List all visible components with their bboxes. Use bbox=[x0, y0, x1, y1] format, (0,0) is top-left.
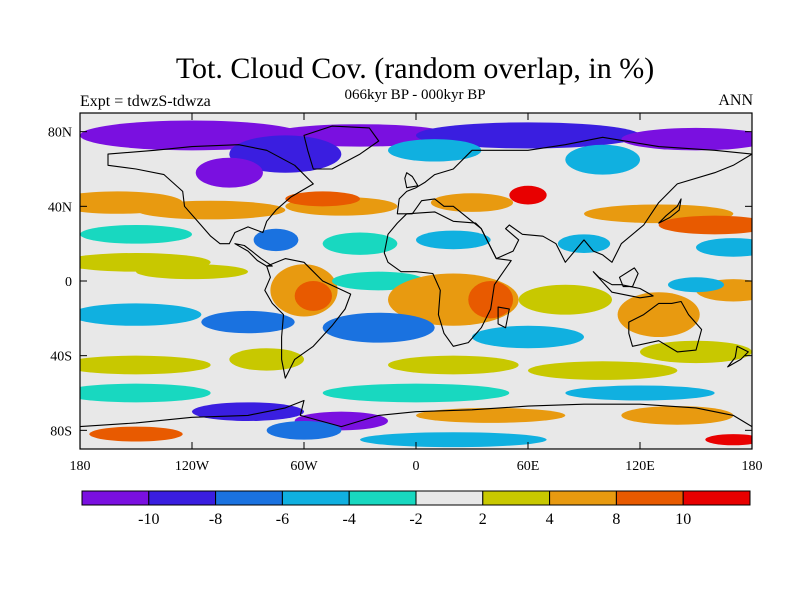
lat-tick-label: 0 bbox=[65, 275, 72, 290]
lat-tick-label: 80N bbox=[48, 126, 72, 141]
anomaly-region bbox=[509, 185, 547, 205]
colorbar-label: -6 bbox=[276, 511, 289, 528]
anomaly-region bbox=[388, 139, 482, 162]
lat-tick-label: 40N bbox=[48, 200, 72, 215]
colorbar-swatch bbox=[148, 490, 217, 506]
colorbar-swatch bbox=[549, 490, 617, 506]
anomaly-region bbox=[360, 432, 547, 448]
anomaly-region bbox=[80, 383, 211, 403]
anomaly-region bbox=[388, 355, 519, 375]
coastline-europe-asia bbox=[396, 136, 752, 263]
anomaly-region bbox=[557, 234, 611, 254]
anomaly-region bbox=[80, 303, 202, 326]
anomaly-region bbox=[322, 383, 510, 403]
colorbar-swatch bbox=[81, 490, 150, 506]
anomaly-region bbox=[621, 127, 752, 151]
anomaly-region bbox=[640, 340, 752, 364]
anomaly-region bbox=[201, 310, 295, 334]
anomaly-region bbox=[285, 191, 360, 207]
anomaly-region bbox=[80, 355, 211, 375]
anomaly-region bbox=[322, 312, 435, 343]
coastline-north-america bbox=[107, 144, 314, 245]
anomaly-region bbox=[617, 292, 700, 337]
colorbar-label: 8 bbox=[612, 511, 620, 528]
anomaly-region bbox=[80, 225, 192, 244]
anomaly-region bbox=[229, 135, 342, 173]
coastline-borneo bbox=[618, 267, 639, 288]
experiment-label: Expt = tdwzS-tdwza bbox=[80, 93, 211, 110]
lon-tick-label: 120E bbox=[625, 459, 655, 474]
colorbar-swatch bbox=[215, 490, 283, 506]
anomaly-region bbox=[294, 281, 333, 311]
colorbar-label: 10 bbox=[675, 511, 691, 528]
anomaly-region bbox=[565, 144, 641, 175]
cloud-anomaly-field bbox=[80, 120, 752, 448]
anomaly-region bbox=[136, 200, 286, 220]
lon-tick-label: 180 bbox=[742, 459, 763, 474]
anomaly-region bbox=[322, 232, 398, 255]
anomaly-region bbox=[621, 406, 734, 425]
continent-outlines bbox=[80, 125, 752, 449]
longitude-axis: 180 120W 60W 0 60E 120E 180 bbox=[70, 113, 763, 474]
lon-tick-label: 180 bbox=[70, 459, 91, 474]
plot-subtitle: 066kyr BP - 000kyr BP bbox=[344, 87, 486, 103]
anomaly-region bbox=[416, 122, 640, 149]
coastline-greenland bbox=[303, 125, 380, 170]
anomaly-region bbox=[668, 277, 724, 293]
lon-tick-label: 0 bbox=[413, 459, 420, 474]
colorbar-swatch bbox=[482, 490, 551, 506]
colorbar-label: -10 bbox=[138, 511, 159, 528]
lat-tick-label: 80S bbox=[50, 424, 72, 439]
anomaly-region bbox=[430, 193, 514, 212]
coastline-japan bbox=[658, 198, 682, 224]
coastline-indonesia bbox=[592, 271, 654, 299]
latitude-axis: 80N 40N 0 40S 80S bbox=[48, 126, 752, 439]
colorbar-swatch bbox=[615, 490, 684, 506]
anomaly-region bbox=[472, 325, 584, 349]
anomaly-region bbox=[253, 228, 299, 252]
coastline-madagascar bbox=[497, 306, 510, 329]
anomaly-region bbox=[192, 402, 304, 421]
lon-tick-label: 60E bbox=[517, 459, 540, 474]
anomaly-region bbox=[136, 264, 248, 280]
coastline-australia bbox=[628, 300, 703, 353]
anomaly-region bbox=[528, 361, 678, 380]
coastline-antarctica bbox=[80, 399, 752, 449]
anomaly-region bbox=[416, 230, 491, 250]
anomaly-region bbox=[416, 407, 566, 423]
colorbar-label: -2 bbox=[409, 511, 422, 528]
anomaly-region bbox=[468, 281, 514, 319]
lon-tick-label: 120W bbox=[175, 459, 210, 474]
plot-title: Tot. Cloud Cov. (random overlap, in %) bbox=[175, 52, 655, 85]
colorbar-label: -8 bbox=[209, 511, 222, 528]
lat-tick-label: 40S bbox=[50, 350, 72, 365]
colorbar-label: 4 bbox=[546, 511, 554, 528]
anomaly-region bbox=[658, 215, 752, 235]
season-label: ANN bbox=[718, 92, 753, 109]
coastline-south-america bbox=[264, 258, 352, 379]
coastline-central-america bbox=[234, 243, 273, 267]
anomaly-region bbox=[266, 421, 342, 440]
anomaly-region bbox=[229, 348, 304, 371]
colorbar-swatch bbox=[348, 490, 417, 506]
lon-tick-label: 60W bbox=[290, 459, 318, 474]
coastline-uk bbox=[404, 172, 419, 189]
colorbar-label: -4 bbox=[343, 511, 356, 528]
anomaly-region bbox=[705, 434, 752, 446]
colorbar-swatch bbox=[682, 490, 751, 506]
anomaly-region bbox=[195, 157, 263, 188]
coastline-africa bbox=[383, 211, 512, 347]
colorbar: -10 -8 -6 -4 -2 2 4 8 10 bbox=[81, 490, 751, 528]
coastline-new-zealand bbox=[727, 345, 749, 368]
anomaly-region bbox=[89, 426, 183, 442]
anomaly-region bbox=[518, 284, 612, 315]
anomaly-region bbox=[565, 385, 715, 401]
colorbar-label: 2 bbox=[479, 511, 487, 528]
colorbar-swatch bbox=[281, 490, 350, 506]
colorbar-swatch bbox=[415, 490, 484, 506]
anomaly-region bbox=[696, 238, 752, 257]
